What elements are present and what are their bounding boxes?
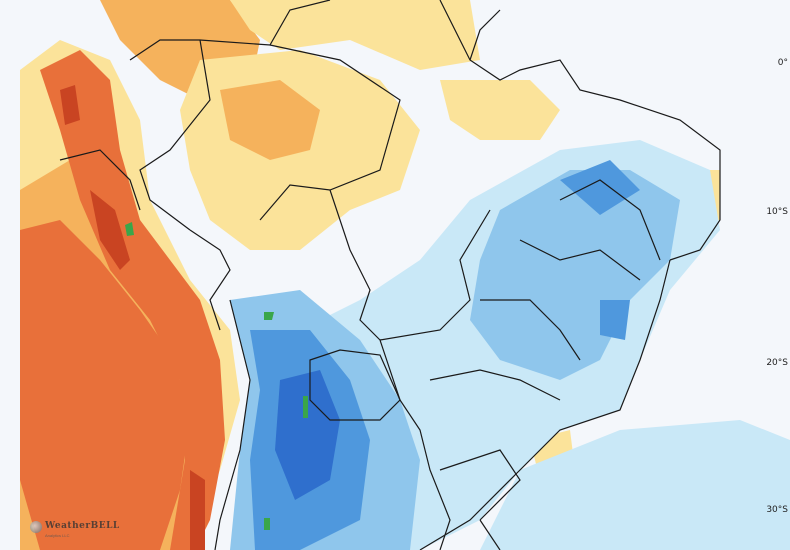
extreme-spot-4	[264, 518, 270, 530]
lat-label-10s: 10°S	[766, 207, 788, 217]
globe-icon	[30, 520, 42, 533]
amazon-warm-core	[220, 80, 320, 160]
andes-warm-peak	[60, 85, 205, 550]
extreme-spot-3	[303, 396, 308, 418]
lat-label-30s: 30°S	[766, 505, 788, 515]
southern-cool-max	[275, 370, 340, 500]
logo-sub: Analytics LLC	[45, 533, 70, 538]
brazil-cool-mid	[470, 170, 680, 380]
lat-label-20s: 20°S	[766, 358, 788, 368]
lat-label-0: 0°	[777, 58, 788, 68]
andes-warm-ridge	[40, 50, 225, 550]
guiana-warm	[440, 80, 560, 140]
logo-text: WeatherBELL	[45, 521, 120, 531]
brazil-cool-spots	[560, 160, 640, 340]
pacific-warm-strong	[20, 220, 190, 550]
atlantic-cool	[480, 420, 790, 550]
extreme-spot-2	[264, 312, 274, 320]
weatherbell-logo: WeatherBELL Analytics LLC	[30, 515, 120, 538]
extreme-spot-1	[125, 222, 134, 236]
venezuela-warm	[230, 0, 480, 70]
country-borders	[59, 0, 721, 550]
